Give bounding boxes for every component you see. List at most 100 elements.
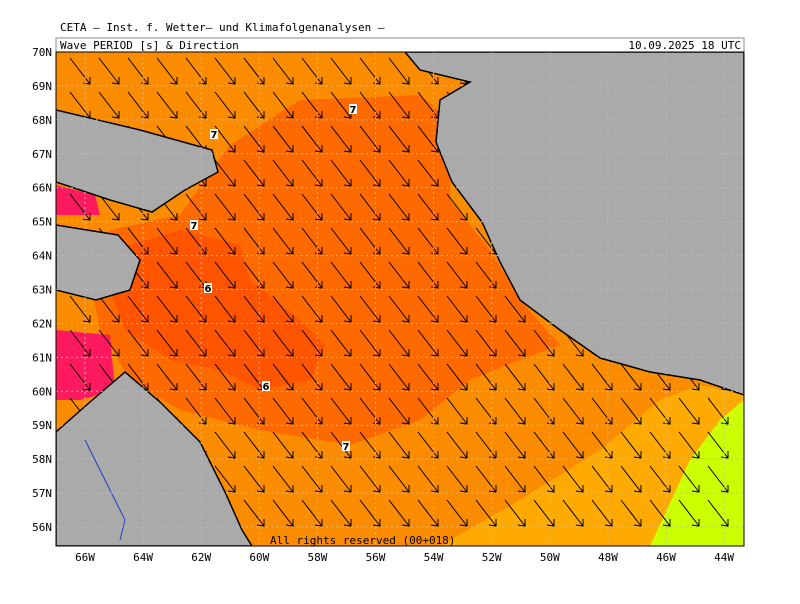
wave-arrow bbox=[243, 295, 265, 323]
wave-arrow bbox=[359, 329, 381, 357]
lon-label: 46W bbox=[656, 551, 676, 564]
contour-label-bg bbox=[349, 104, 357, 114]
wave-arrow bbox=[156, 261, 178, 289]
wave-arrow bbox=[301, 295, 323, 323]
lat-label: 67N bbox=[32, 148, 52, 161]
wave-arrow bbox=[156, 295, 178, 323]
lon-label: 62W bbox=[191, 551, 211, 564]
wave-arrow bbox=[330, 329, 352, 357]
wave-arrow bbox=[272, 431, 294, 459]
wave-arrow bbox=[330, 363, 352, 391]
wave-arrow bbox=[156, 227, 178, 255]
wave-arrow bbox=[707, 431, 729, 459]
wave-arrow bbox=[98, 91, 120, 119]
wave-arrow bbox=[330, 125, 352, 153]
wave-arrow bbox=[591, 397, 613, 425]
wave-arrow bbox=[214, 465, 236, 493]
wave-arrow bbox=[620, 431, 642, 459]
wave-arrow bbox=[678, 465, 700, 493]
wave-arrow bbox=[417, 159, 439, 187]
wave-arrow bbox=[330, 227, 352, 255]
wave-arrow bbox=[301, 193, 323, 221]
wave-arrow bbox=[127, 295, 149, 323]
contour-label-bg bbox=[190, 220, 198, 230]
wave-arrow bbox=[272, 193, 294, 221]
copyright: All rights reserved (00+018) bbox=[270, 534, 455, 547]
lon-label: 54W bbox=[424, 551, 444, 564]
lon-label: 44W bbox=[714, 551, 734, 564]
wave-arrow bbox=[127, 329, 149, 357]
lat-label: 60N bbox=[32, 385, 52, 398]
wave-arrow bbox=[388, 431, 410, 459]
wave-arrow bbox=[214, 91, 236, 119]
contour-label: 7 bbox=[191, 221, 198, 232]
sea-low-period bbox=[56, 185, 100, 215]
wave-arrow bbox=[359, 499, 381, 527]
wave-arrow bbox=[388, 193, 410, 221]
wave-arrow bbox=[301, 159, 323, 187]
wave-arrow bbox=[446, 227, 468, 255]
wave-arrow bbox=[272, 57, 294, 85]
wave-arrow bbox=[243, 465, 265, 493]
wave-arrow bbox=[591, 431, 613, 459]
wave-arrow bbox=[446, 499, 468, 527]
wave-arrow bbox=[388, 329, 410, 357]
wave-arrow bbox=[707, 397, 729, 425]
contour-label-bg bbox=[342, 441, 350, 451]
wave-arrow bbox=[446, 329, 468, 357]
contour-label-bg bbox=[210, 129, 218, 139]
wave-arrow bbox=[649, 499, 671, 527]
wave-arrow bbox=[272, 159, 294, 187]
lat-label: 61N bbox=[32, 351, 52, 364]
wave-arrow bbox=[591, 499, 613, 527]
lon-label: 56W bbox=[366, 551, 386, 564]
lat-label: 56N bbox=[32, 521, 52, 534]
wave-arrow bbox=[562, 397, 584, 425]
wave-arrow bbox=[562, 431, 584, 459]
wave-arrow bbox=[330, 57, 352, 85]
wave-arrow bbox=[475, 329, 497, 357]
lon-label: 48W bbox=[598, 551, 618, 564]
wave-arrow bbox=[620, 465, 642, 493]
wave-arrow bbox=[214, 57, 236, 85]
wave-arrow bbox=[185, 329, 207, 357]
baffin-south bbox=[56, 224, 141, 301]
wave-arrow bbox=[446, 397, 468, 425]
wave-arrow bbox=[678, 499, 700, 527]
wave-arrow bbox=[620, 397, 642, 425]
wave-arrow bbox=[504, 465, 526, 493]
wave-arrow bbox=[330, 465, 352, 493]
wave-arrow bbox=[475, 465, 497, 493]
lon-label: 60W bbox=[249, 551, 269, 564]
wave-arrow bbox=[214, 261, 236, 289]
map-area bbox=[56, 52, 744, 546]
wave-arrow bbox=[359, 193, 381, 221]
wave-arrow bbox=[243, 499, 265, 527]
wave-arrow bbox=[504, 499, 526, 527]
wave-arrow bbox=[272, 295, 294, 323]
greenland bbox=[404, 52, 744, 396]
wave-arrow bbox=[591, 465, 613, 493]
sea-low-period bbox=[56, 330, 115, 400]
wave-arrow bbox=[272, 329, 294, 357]
wave-arrow bbox=[330, 159, 352, 187]
wave-arrow bbox=[562, 363, 584, 391]
wave-arrow bbox=[533, 499, 555, 527]
wave-arrow bbox=[69, 295, 91, 323]
wave-arrow bbox=[272, 125, 294, 153]
wave-arrow bbox=[98, 193, 120, 221]
wave-arrow bbox=[156, 91, 178, 119]
wave-arrow bbox=[562, 465, 584, 493]
wave-arrow bbox=[214, 397, 236, 425]
wave-arrow bbox=[417, 465, 439, 493]
wave-arrow bbox=[301, 329, 323, 357]
wave-arrow bbox=[388, 91, 410, 119]
contour-label: 6 bbox=[205, 284, 212, 295]
product-name: Wave PERIOD [s] & Direction bbox=[60, 39, 239, 52]
wave-arrow bbox=[446, 193, 468, 221]
wave-arrow bbox=[69, 329, 91, 357]
wave-arrow bbox=[330, 193, 352, 221]
wave-arrow bbox=[388, 465, 410, 493]
wave-arrow bbox=[562, 499, 584, 527]
lat-label: 70N bbox=[32, 46, 52, 59]
